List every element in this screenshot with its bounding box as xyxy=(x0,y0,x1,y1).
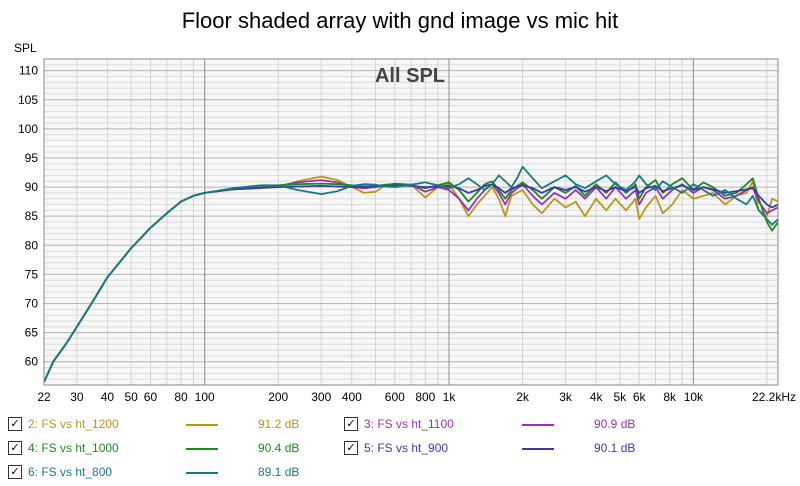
x-tick-label: 2k xyxy=(516,390,530,404)
y-tick-labels: 60 65 70 75 80 85 90 95 100 105 110 xyxy=(18,64,38,369)
legend-swatch xyxy=(522,448,554,450)
legend-label: 3: FS vs ht_1100 xyxy=(364,417,454,431)
y-tick-label: 105 xyxy=(18,93,38,107)
x-tick-label: 8k xyxy=(663,390,677,404)
series-line-5 xyxy=(44,165,778,383)
legend-label: 2: FS vs ht_1200 xyxy=(28,417,119,431)
x-tick-label: 4k xyxy=(590,390,604,404)
legend-checkbox[interactable]: ✓ xyxy=(8,465,22,479)
x-tick-label: 22 xyxy=(37,390,51,404)
legend-label: 4: FS vs ht_1000 xyxy=(28,441,119,455)
y-tick-label: 110 xyxy=(19,64,38,78)
x-tick-label: 400 xyxy=(342,390,362,404)
x-tick-label: 6k xyxy=(633,390,647,404)
legend-swatch xyxy=(186,424,218,426)
y-tick-label: 100 xyxy=(18,122,38,136)
x-tick-label: 200 xyxy=(268,390,288,404)
x-tick-label: 100 xyxy=(195,390,215,404)
legend-checkbox[interactable]: ✓ xyxy=(8,441,22,455)
x-tick-label: 80 xyxy=(174,390,188,404)
y-tick-label: 90 xyxy=(25,180,39,194)
y-axis-label: SPL xyxy=(14,41,37,55)
plot-frame xyxy=(43,58,779,386)
legend-checkbox[interactable]: ✓ xyxy=(344,441,358,455)
y-tick-label: 70 xyxy=(25,297,39,311)
major-grid xyxy=(44,59,778,385)
x-tick-label: 1k xyxy=(443,390,457,404)
x-tick-label: 3k xyxy=(559,390,573,404)
plot-annotation: All SPL xyxy=(375,65,445,87)
x-tick-label: 10k xyxy=(684,390,704,404)
legend-swatch xyxy=(186,472,218,474)
y-tick-label: 80 xyxy=(25,238,39,252)
x-tick-label: 30 xyxy=(70,390,84,404)
legend-value: 90.4 dB xyxy=(258,441,300,455)
y-tick-label: 65 xyxy=(25,326,39,340)
legend-checkbox[interactable]: ✓ xyxy=(344,417,358,431)
x-tick-label: 22.2kHz xyxy=(752,390,796,404)
legend-swatch xyxy=(522,424,554,426)
x-tick-label: 40 xyxy=(101,390,115,404)
x-tick-label: 50 xyxy=(124,390,138,404)
y-tick-label: 85 xyxy=(25,209,39,223)
legend-label: 5: FS vs ht_900 xyxy=(364,441,449,455)
x-tick-label: 600 xyxy=(385,390,405,404)
legend-swatch xyxy=(186,448,218,450)
y-tick-label: 95 xyxy=(25,151,39,165)
y-tick-label: 60 xyxy=(25,355,39,369)
y-tick-label: 75 xyxy=(25,267,39,281)
x-tick-label: 300 xyxy=(311,390,331,404)
x-tick-label: 5k xyxy=(613,390,627,404)
legend-value: 91.2 dB xyxy=(258,417,300,431)
chart-title: Floor shaded array with gnd image vs mic… xyxy=(181,8,619,33)
x-tick-label: 60 xyxy=(144,390,158,404)
legend-value: 90.1 dB xyxy=(594,441,636,455)
series-layer xyxy=(44,165,778,383)
legend-value: 89.1 dB xyxy=(258,465,300,479)
legend-checkbox[interactable]: ✓ xyxy=(8,417,22,431)
legend-label: 6: FS vs ht_800 xyxy=(28,465,113,479)
x-tick-label: 800 xyxy=(415,390,435,404)
legend-value: 90.9 dB xyxy=(594,417,636,431)
x-tick-labels: 22 30 40 50 60 80 100 200 300 400 600 800 1k 2k 3k 4k 5k… xyxy=(37,390,796,404)
